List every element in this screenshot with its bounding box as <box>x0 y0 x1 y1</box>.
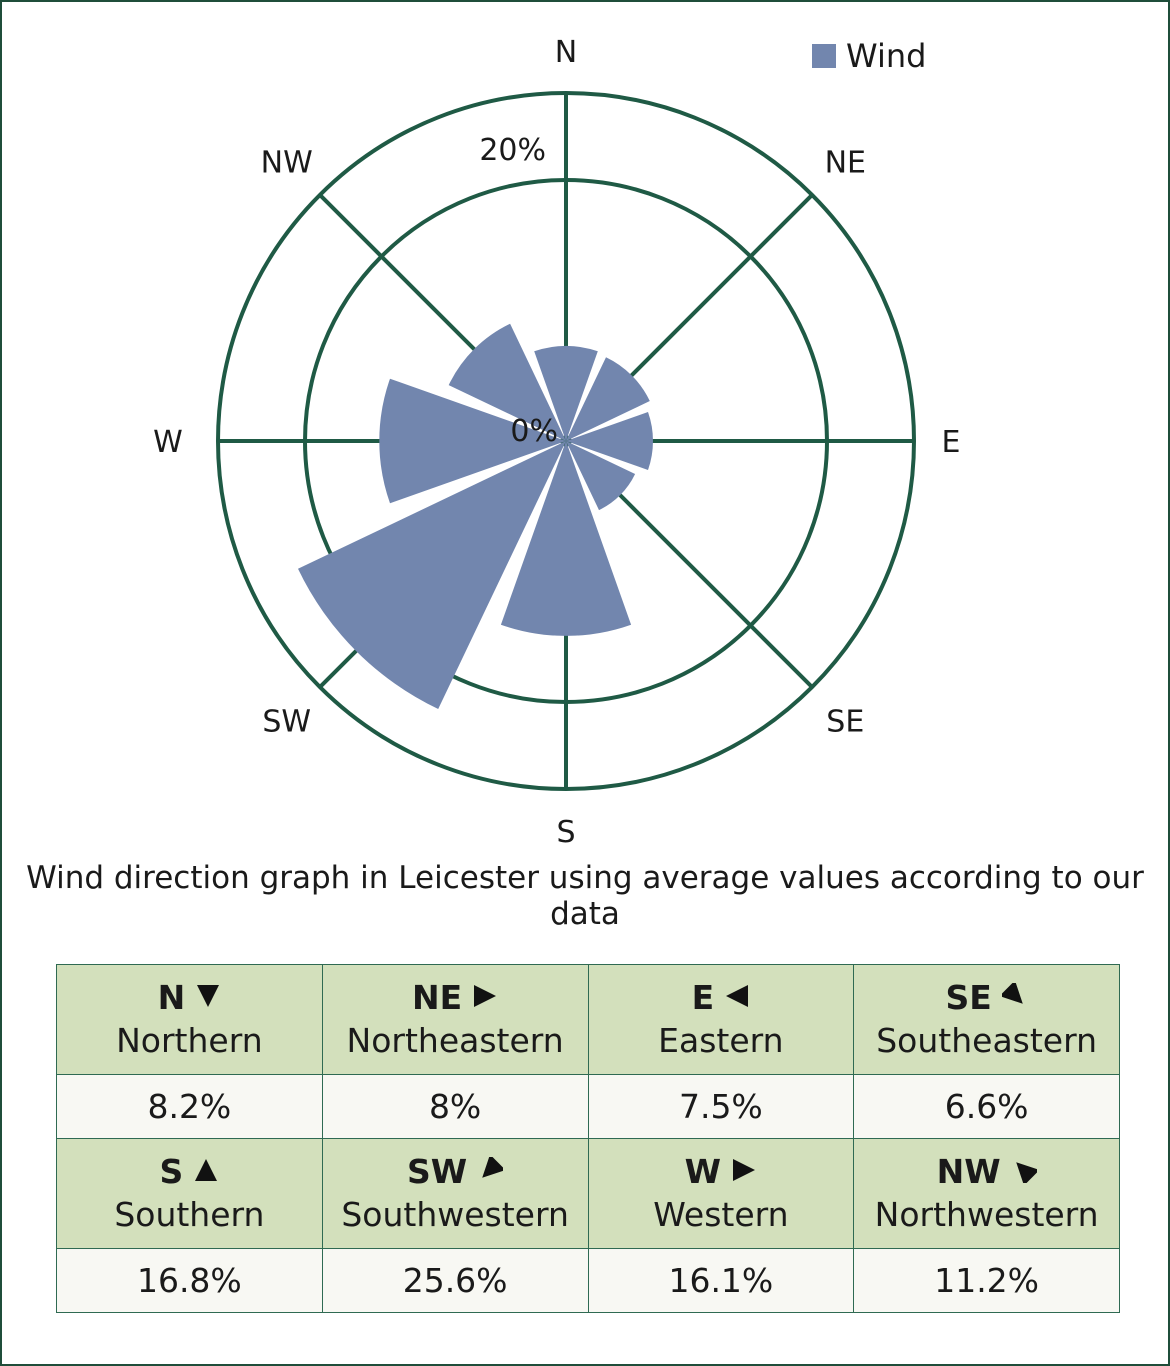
triangle-arrow-icon <box>731 1151 757 1193</box>
ring-label-20: 20% <box>479 133 546 168</box>
table-cell-sw: SW Southwestern <box>321 1138 589 1249</box>
table-cell-n: N Northern <box>56 964 323 1075</box>
table-cell-w: W Western <box>587 1138 855 1249</box>
direction-name: Northeastern <box>346 1020 564 1060</box>
legend-label: Wind <box>846 37 926 75</box>
triangle-arrow-icon <box>195 977 221 1019</box>
table-cell-s: S Southern <box>56 1138 323 1249</box>
direction-name: Southern <box>114 1194 265 1234</box>
value-cell-e: 7.5% <box>587 1074 855 1139</box>
direction-label-e: E <box>942 425 961 460</box>
wedge-ne <box>566 357 650 441</box>
ring-label-0: 0% <box>510 414 558 449</box>
direction-abbr: N <box>157 977 186 1017</box>
direction-name: Northwestern <box>874 1194 1099 1234</box>
table-header-row: S Southern SW Southwestern W Western NW … <box>56 1138 1120 1249</box>
wedge-n <box>534 345 598 441</box>
table-value-row: 16.8% 25.6% 16.1% 11.2% <box>56 1248 1120 1313</box>
chart-caption: Wind direction graph in Leicester using … <box>26 860 1144 932</box>
wedge-e <box>566 412 653 470</box>
wedge-w <box>379 378 566 504</box>
direction-label-s: S <box>556 815 575 850</box>
table-cell-ne: NE Northeastern <box>321 964 589 1075</box>
triangle-arrow-icon <box>724 977 750 1019</box>
table-header-row: N Northern NE Northeastern E Eastern SE … <box>56 964 1120 1075</box>
table-value-row: 8.2% 8% 7.5% 6.6% <box>56 1074 1120 1139</box>
wedge-s <box>500 441 632 636</box>
direction-label-w: W <box>153 425 183 460</box>
value-cell-ne: 8% <box>321 1074 589 1139</box>
table-cell-nw: NW Northwestern <box>853 1138 1120 1249</box>
legend-swatch <box>812 44 836 68</box>
direction-abbr: NW <box>936 1151 1001 1191</box>
direction-abbr: SW <box>407 1151 468 1191</box>
triangle-arrow-icon <box>477 1151 506 1193</box>
table-cell-e: E Eastern <box>587 964 855 1075</box>
direction-label-n: N <box>555 35 577 70</box>
wedge-se <box>566 441 636 511</box>
table-cell-se: SE Southeastern <box>853 964 1120 1075</box>
value-cell-sw: 25.6% <box>321 1248 589 1313</box>
direction-label-ne: NE <box>825 146 866 181</box>
value-cell-s: 16.8% <box>56 1248 323 1313</box>
direction-abbr: NE <box>412 977 463 1017</box>
wedge-nw <box>448 323 566 441</box>
direction-label-sw: SW <box>262 704 311 739</box>
triangle-arrow-icon <box>999 977 1028 1019</box>
triangle-arrow-icon <box>193 1151 219 1193</box>
wind-direction-table: N Northern NE Northeastern E Eastern SE … <box>56 964 1120 1313</box>
direction-abbr: W <box>684 1151 722 1191</box>
wind-rose-chart: N NE E SE S SW W NW 0% 20% Wind <box>153 35 961 850</box>
direction-name: Southwestern <box>341 1194 569 1234</box>
direction-name: Western <box>653 1194 789 1234</box>
value-cell-nw: 11.2% <box>853 1248 1120 1313</box>
wedge-sw <box>298 441 566 709</box>
direction-abbr: SE <box>945 977 992 1017</box>
direction-label-nw: NW <box>261 146 313 181</box>
value-cell-se: 6.6% <box>853 1074 1120 1139</box>
direction-label-se: SE <box>826 704 864 739</box>
direction-abbr: E <box>691 977 715 1017</box>
direction-name: Southeastern <box>876 1020 1098 1060</box>
direction-abbr: S <box>159 1151 184 1191</box>
direction-name: Eastern <box>658 1020 784 1060</box>
value-cell-w: 16.1% <box>587 1248 855 1313</box>
triangle-arrow-icon <box>472 977 498 1019</box>
value-cell-n: 8.2% <box>56 1074 323 1139</box>
triangle-arrow-icon <box>1011 1151 1040 1193</box>
direction-name: Northern <box>116 1020 263 1060</box>
